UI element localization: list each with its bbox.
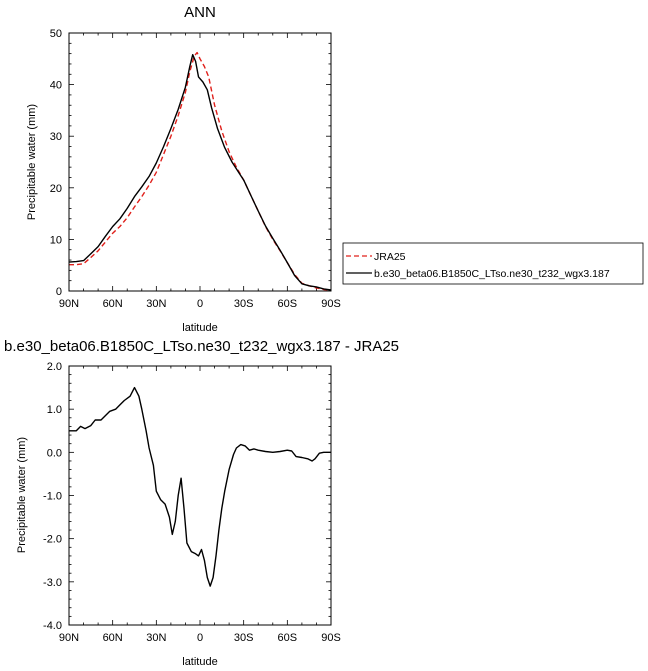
bottom-y-tick-label: -3.0 bbox=[43, 577, 62, 589]
top-series-line-1 bbox=[68, 54, 332, 291]
top-series-line-0 bbox=[69, 51, 332, 291]
top-x-tick-label: 90S bbox=[321, 298, 341, 310]
bottom-x-tick-label: 30S bbox=[234, 632, 254, 644]
legend-label-jra25: JRA25 bbox=[374, 251, 406, 263]
top-y-tick-labels: 0 10 20 30 40 50 bbox=[50, 28, 62, 298]
bottom-x-tick-label: 90S bbox=[321, 632, 341, 644]
top-x-tick-label: 90N bbox=[59, 298, 79, 310]
top-y-tick-label: 50 bbox=[50, 28, 62, 40]
top-y-tick-label: 30 bbox=[50, 131, 62, 143]
top-x-tick-label: 60S bbox=[278, 298, 298, 310]
top-y-tick-label: 0 bbox=[56, 286, 62, 298]
top-series bbox=[68, 51, 332, 291]
bottom-y-tick-label: 1.0 bbox=[47, 404, 62, 416]
bottom-x-tick-label: 0 bbox=[197, 632, 203, 644]
top-x-tick-labels: 90N 60N 30N 0 30S 60S 90S bbox=[59, 298, 341, 310]
bottom-series-line-0 bbox=[69, 386, 331, 587]
top-y-tick-label: 40 bbox=[50, 80, 62, 92]
bottom-y-tick-label: 2.0 bbox=[47, 361, 62, 373]
bottom-y-tick-label: 0.0 bbox=[47, 447, 62, 459]
top-y-tick-label: 10 bbox=[50, 234, 62, 246]
top-y-tick-label: 20 bbox=[50, 183, 62, 195]
top-x-tick-label: 60N bbox=[103, 298, 123, 310]
top-panel: ANN 90N 60N 30N 0 30S 60S 90S 0 10 20 30 40 50 lati… bbox=[26, 4, 644, 334]
bottom-y-tick-label: -4.0 bbox=[43, 620, 62, 632]
bottom-chart-title: b.e30_beta06.B1850C_LTso.ne30_t232_wgx3.… bbox=[4, 338, 399, 355]
bottom-panel: b.e30_beta06.B1850C_LTso.ne30_t232_wgx3.… bbox=[4, 338, 399, 668]
bottom-y-tick-label: -1.0 bbox=[43, 491, 62, 503]
bottom-plot-frame bbox=[68, 365, 332, 626]
bottom-x-tick-label: 60S bbox=[278, 632, 298, 644]
bottom-series bbox=[69, 386, 331, 587]
bottom-x-tick-label: 90N bbox=[59, 632, 79, 644]
bottom-x-axis-label: latitude bbox=[182, 656, 217, 668]
bottom-x-tick-label: 60N bbox=[103, 632, 123, 644]
top-x-tick-label: 0 bbox=[197, 298, 203, 310]
bottom-ticks bbox=[68, 365, 332, 626]
bottom-y-tick-label: -2.0 bbox=[43, 534, 62, 546]
top-y-axis-label: Precipitable water (mm) bbox=[26, 104, 38, 220]
bottom-x-tick-label: 30N bbox=[146, 632, 166, 644]
top-x-axis-label: latitude bbox=[182, 322, 217, 334]
legend-label-model: b.e30_beta06.B1850C_LTso.ne30_t232_wgx3.… bbox=[374, 268, 610, 280]
bottom-x-tick-labels: 90N 60N 30N 0 30S 60S 90S bbox=[59, 632, 341, 644]
legend: JRA25 b.e30_beta06.B1850C_LTso.ne30_t232… bbox=[342, 242, 644, 285]
top-ticks bbox=[68, 32, 332, 292]
top-plot-frame bbox=[68, 32, 332, 292]
bottom-y-tick-labels: 2.0 1.0 0.0 -1.0 -2.0 -3.0 -4.0 bbox=[43, 361, 62, 632]
top-x-tick-label: 30S bbox=[234, 298, 254, 310]
bottom-y-axis-label: Precipitable water (mm) bbox=[16, 437, 28, 553]
top-chart-title: ANN bbox=[184, 4, 216, 21]
top-x-tick-label: 30N bbox=[146, 298, 166, 310]
legend-box bbox=[342, 242, 644, 285]
